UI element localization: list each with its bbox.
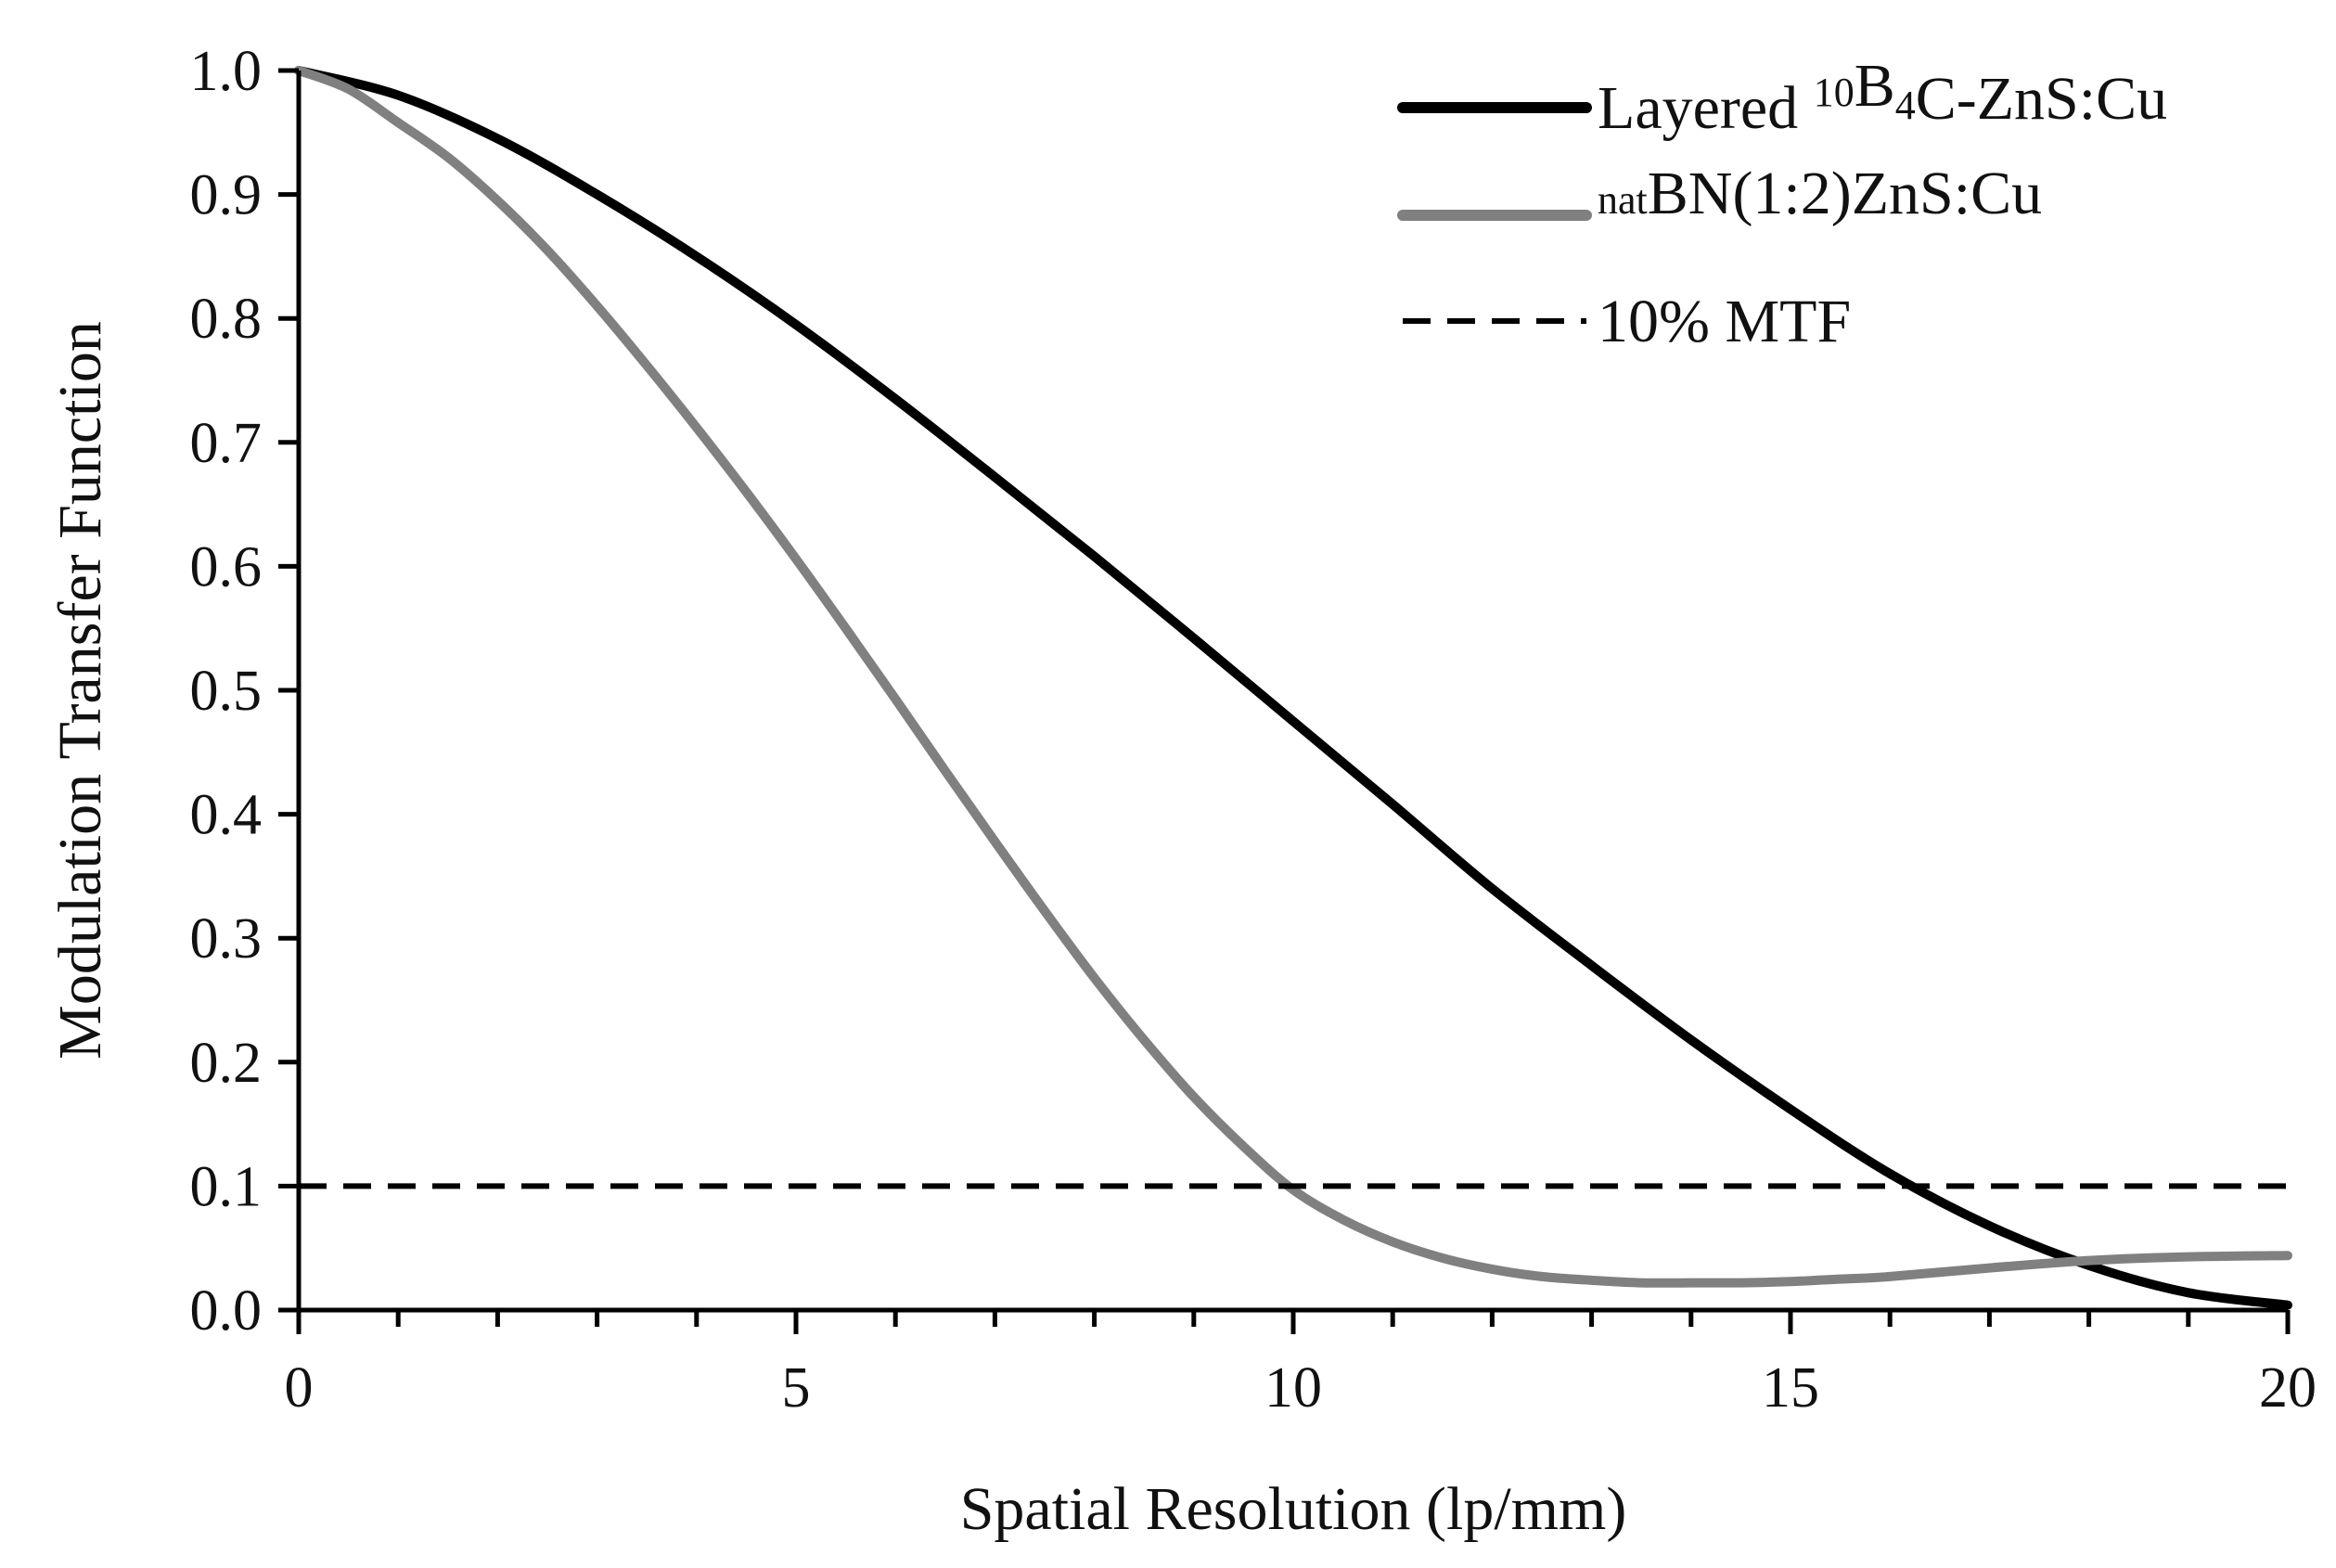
y-tick-label: 0.9 (190, 164, 263, 227)
y-tick-label: 0.5 (190, 660, 263, 723)
y-tick-label: 0.0 (190, 1279, 263, 1343)
x-tick-label: 15 (1762, 1356, 1819, 1420)
y-tick-label: 0.3 (190, 907, 263, 970)
y-tick-label: 0.1 (190, 1155, 263, 1218)
y-tick-label: 0.6 (190, 535, 263, 598)
y-tick-label: 1.0 (190, 40, 263, 103)
y-tick-label: 0.2 (190, 1032, 263, 1095)
y-tick-label: 0.4 (190, 784, 263, 847)
series-line-2 (294, 66, 2292, 1288)
axes-layer (296, 71, 2288, 1313)
tick-labels-layer: 0.0 0.1 0.2 0.3 0.4 0.5 0.6 0.7 0.8 0.9 1.0 0 5 10 15 2… (190, 40, 2317, 1420)
x-tick-label: 10 (1264, 1356, 1322, 1420)
x-tick-label: 0 (285, 1356, 314, 1420)
legend: Layered 10B4C-ZnS:Cu natBN(1:2)ZnS:Cu 10% … (1397, 52, 2167, 355)
y-tick-label: 0.7 (190, 412, 263, 475)
legend-label-1: Layered 10B4C-ZnS:Cu (1598, 52, 2167, 142)
series-line-1 (294, 66, 2292, 1310)
x-tick-label: 5 (782, 1356, 811, 1420)
legend-label-2: natBN(1:2)ZnS:Cu (1598, 160, 2042, 227)
series-layer (294, 66, 2292, 1310)
x-axis-title: Spatial Resolution (lp/mm) (960, 1475, 1627, 1543)
y-tick-label: 0.8 (190, 288, 263, 351)
x-tick-label: 20 (2259, 1356, 2317, 1420)
y-axis-title: Modulation Transfer Function (46, 321, 114, 1060)
legend-label-3: 10% MTF (1598, 288, 1851, 355)
ticks-layer (278, 68, 2291, 1334)
